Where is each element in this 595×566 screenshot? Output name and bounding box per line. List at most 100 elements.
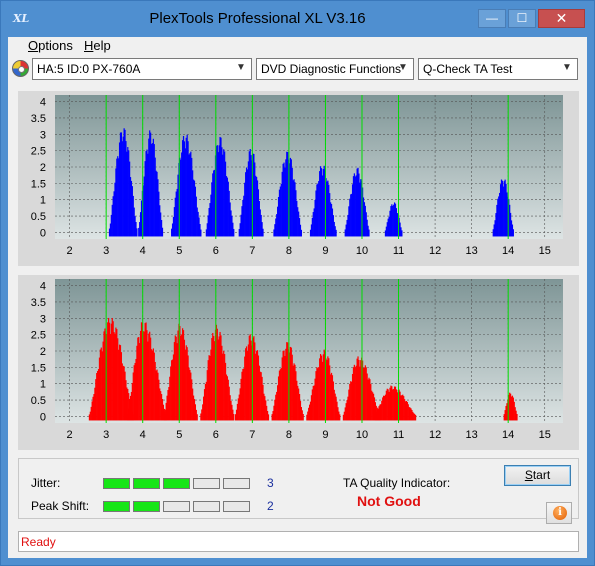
- meter-segment: [133, 478, 160, 489]
- data-bar: [212, 332, 214, 421]
- data-bar: [396, 392, 398, 421]
- x-tick-label: 9: [322, 429, 328, 441]
- data-bar: [177, 174, 179, 237]
- data-bar: [100, 347, 102, 421]
- data-bar: [276, 214, 278, 237]
- data-bar: [124, 371, 126, 421]
- status-bar: Ready: [18, 531, 579, 552]
- data-bar: [389, 387, 391, 421]
- data-bar: [154, 157, 156, 237]
- data-bar: [149, 130, 151, 237]
- data-bar: [293, 179, 295, 237]
- data-bar: [295, 371, 297, 421]
- data-bar: [315, 190, 317, 237]
- data-bar: [224, 362, 227, 421]
- data-bar: [329, 193, 331, 237]
- data-bar: [203, 396, 205, 421]
- data-bar: [407, 404, 409, 421]
- data-bar: [99, 349, 101, 421]
- data-bar: [331, 375, 334, 421]
- data-bar: [232, 409, 234, 421]
- data-bar: [493, 224, 495, 237]
- y-tick-label: 2: [40, 346, 46, 358]
- data-bar: [374, 402, 376, 421]
- toolbar: HA:5 ID:0 PX-760A ▼ DVD Diagnostic Funct…: [8, 57, 587, 83]
- data-bar: [253, 336, 255, 421]
- data-bar: [388, 216, 390, 237]
- data-bar: [186, 134, 188, 237]
- data-bar: [193, 399, 196, 421]
- data-bar: [245, 346, 248, 421]
- menu-help[interactable]: Help: [84, 38, 111, 53]
- data-bar: [149, 331, 151, 421]
- data-bar: [506, 403, 508, 421]
- chevron-down-icon: ▼: [236, 62, 246, 73]
- data-bar: [331, 208, 334, 237]
- data-bar: [245, 172, 247, 237]
- data-bar: [209, 355, 211, 421]
- data-bar: [215, 324, 218, 421]
- data-bar: [504, 410, 506, 421]
- data-bar: [142, 331, 144, 421]
- data-bar: [198, 217, 200, 237]
- data-bar: [300, 229, 302, 237]
- start-button[interactable]: Start: [504, 465, 571, 486]
- data-bar: [350, 381, 352, 421]
- data-bar: [139, 222, 141, 237]
- data-bar: [307, 411, 309, 421]
- data-bar: [391, 204, 393, 237]
- test-select[interactable]: Q-Check TA Test ▼: [418, 58, 578, 80]
- data-bar: [226, 376, 228, 421]
- data-bar: [411, 409, 413, 421]
- data-bar: [129, 395, 132, 421]
- data-bar: [246, 350, 249, 421]
- y-tick-label: 0.5: [31, 395, 46, 407]
- data-bar: [172, 354, 175, 421]
- data-bar: [259, 209, 261, 237]
- title-bar[interactable]: XL PlexTools Professional XL V3.16 — ☐ ✕: [1, 1, 594, 37]
- data-bar: [299, 400, 302, 421]
- data-bar: [96, 373, 98, 421]
- data-bar: [250, 155, 252, 237]
- data-bar: [399, 391, 401, 421]
- data-bar: [277, 196, 280, 237]
- data-bar: [222, 154, 224, 237]
- data-bar: [242, 199, 244, 237]
- data-bar: [393, 204, 395, 237]
- data-bar: [296, 200, 298, 237]
- drive-select[interactable]: HA:5 ID:0 PX-760A ▼: [32, 58, 252, 80]
- x-tick-label: 4: [140, 245, 146, 257]
- data-bar: [406, 402, 408, 421]
- close-button[interactable]: ✕: [538, 9, 585, 28]
- data-bar: [161, 399, 164, 421]
- minimize-button[interactable]: —: [478, 9, 506, 28]
- data-bar: [362, 367, 365, 421]
- data-bar: [223, 350, 225, 421]
- data-bar: [265, 400, 267, 421]
- data-bar: [254, 162, 256, 237]
- data-bar: [220, 335, 222, 421]
- data-bar: [387, 389, 389, 421]
- data-bar: [121, 363, 123, 421]
- data-bar: [352, 176, 355, 237]
- data-bar: [277, 206, 279, 237]
- data-bar: [285, 348, 287, 421]
- y-tick-label: 2.5: [31, 146, 46, 158]
- data-bar: [249, 334, 251, 421]
- menu-options[interactable]: Options: [28, 38, 73, 53]
- data-bar: [233, 414, 235, 421]
- info-button[interactable]: i: [546, 502, 572, 524]
- data-bar: [224, 161, 227, 237]
- maximize-button[interactable]: ☐: [508, 9, 536, 28]
- data-bar: [243, 368, 245, 421]
- data-bar: [509, 392, 511, 421]
- data-bar: [232, 222, 234, 237]
- data-bar: [195, 409, 197, 421]
- data-bar: [115, 327, 117, 421]
- data-bar: [204, 383, 207, 421]
- function-select[interactable]: DVD Diagnostic Functions ▼: [256, 58, 414, 80]
- data-bar: [337, 407, 339, 421]
- data-bar: [509, 204, 511, 237]
- data-bar: [311, 389, 313, 421]
